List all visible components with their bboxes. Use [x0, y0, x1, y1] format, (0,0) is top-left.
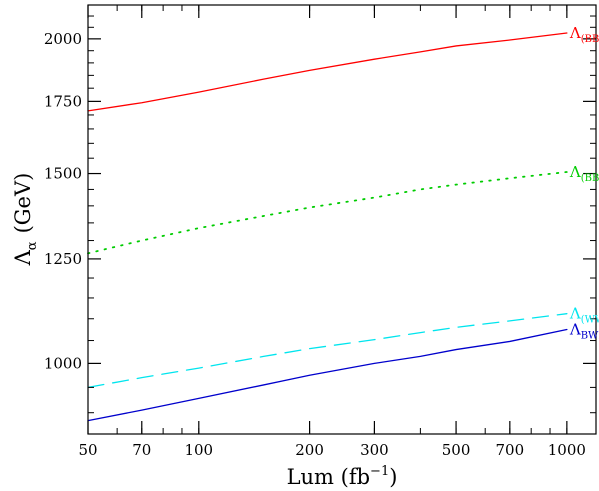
series-label-ww-ww: Λ(WW)(WW)	[569, 305, 599, 326]
series-line-bb-bb	[87, 32, 568, 112]
series-labels: Λ(BB)(BB)Λ(BB)(WW)Λ(WW)(WW)ΛBWBW	[569, 24, 599, 341]
plot-area	[87, 32, 568, 422]
x-axis-label-tail: )	[389, 465, 397, 489]
x-tick-label: 50	[78, 441, 97, 459]
series-label-bb-bb: Λ(BB)(BB)	[569, 24, 599, 45]
x-tick-label: 100	[184, 441, 213, 459]
y-axis-label-tail: (GeV)	[11, 173, 35, 234]
axes: 50 70 100 200 300 500 700 1000 1000 1250 1500 1750 2…	[44, 5, 596, 459]
x-tick-label: 500	[442, 441, 471, 459]
series-label-symbol: Λ	[569, 24, 581, 42]
y-tick-label: 2000	[44, 30, 82, 48]
x-tick-label: 200	[295, 441, 324, 459]
series-label-subscript: (BB)(BB)	[581, 34, 599, 45]
y-axis-label-main: Λ	[11, 249, 35, 266]
x-tick-label: 1000	[548, 441, 586, 459]
series-label-bwbw: ΛBWBW	[569, 321, 599, 342]
x-tick-label: 70	[132, 441, 151, 459]
series-line-bb-ww	[87, 171, 568, 255]
series-line-bwbw	[87, 328, 568, 422]
x-axis-label-main: Lum (fb	[287, 465, 370, 489]
x-tick-label: 700	[496, 441, 525, 459]
series-label-symbol: Λ	[569, 305, 581, 323]
x-tick-label: 300	[360, 441, 389, 459]
series-line-ww-ww	[87, 313, 568, 389]
y-tick-label: 1750	[44, 92, 82, 110]
series-label-subscript: BWBW	[581, 331, 599, 342]
series-label-symbol: Λ	[569, 321, 581, 339]
x-axis-label: Lum (fb−1)	[287, 464, 398, 489]
y-axis-label-subscript: α	[25, 241, 40, 250]
y-tick-label: 1500	[44, 165, 82, 183]
series-label-subscript: (WW)(WW)	[581, 315, 599, 326]
y-tick-label: 1250	[44, 250, 82, 268]
y-tick-label: 1000	[44, 354, 82, 372]
x-axis-label-superscript: −1	[370, 464, 389, 479]
y-axis-label: Λα (GeV)	[11, 173, 40, 267]
series-label-symbol: Λ	[569, 163, 581, 181]
series-label-bb-ww: Λ(BB)(WW)	[569, 163, 599, 184]
plot-frame	[87, 4, 597, 435]
series-label-subscript: (BB)(WW)	[581, 173, 599, 184]
